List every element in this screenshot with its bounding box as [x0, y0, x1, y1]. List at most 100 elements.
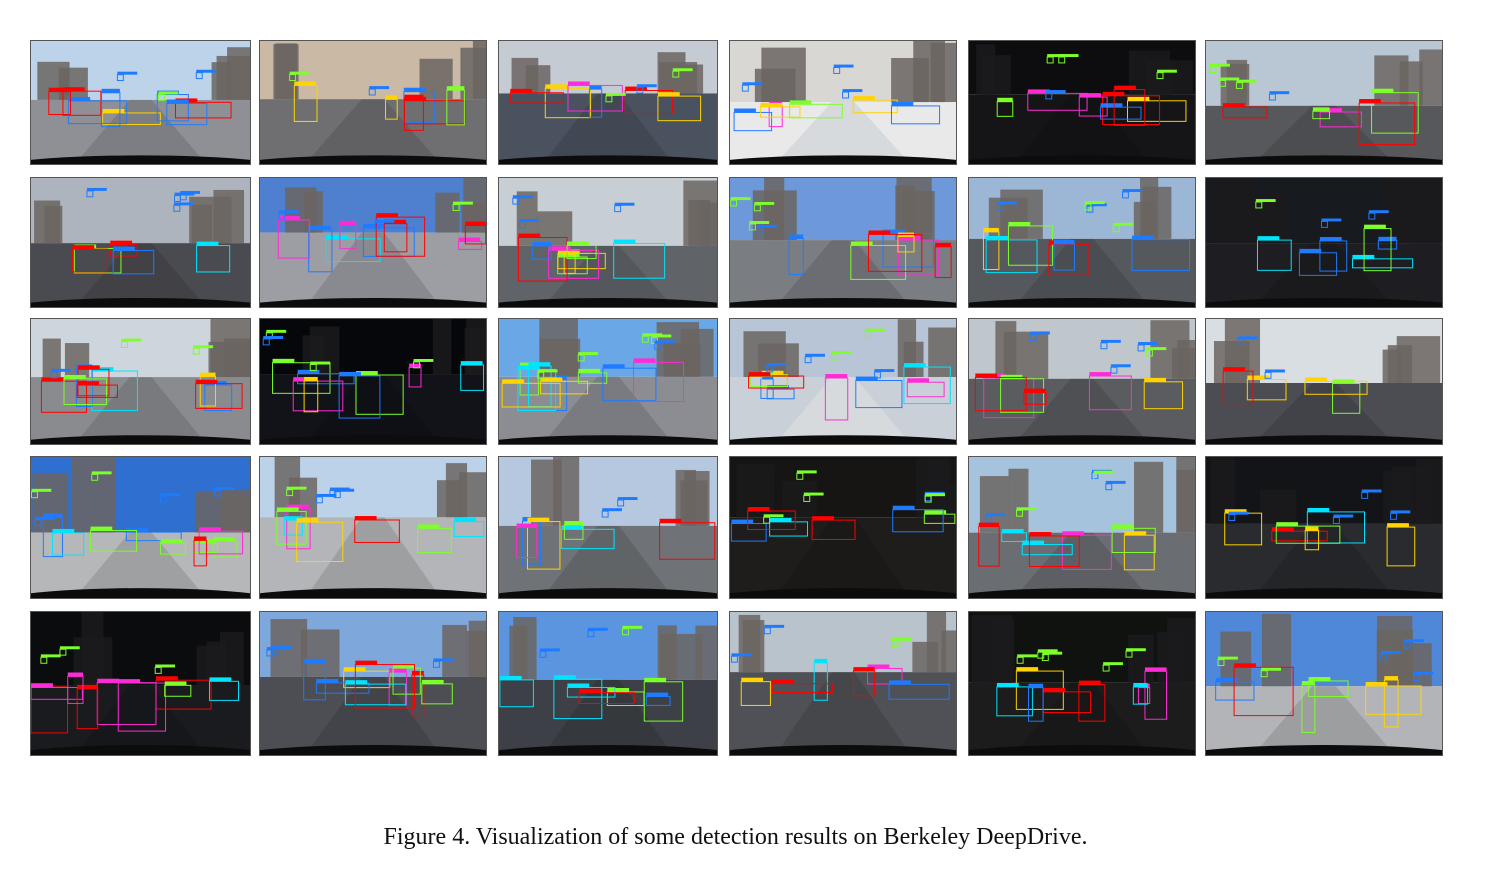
detection-label — [1320, 108, 1342, 113]
detection-label — [1144, 667, 1167, 672]
sign-label — [1100, 339, 1121, 343]
detection-label — [43, 513, 63, 518]
detection-label — [625, 86, 648, 91]
detection-label — [868, 230, 891, 235]
road — [969, 532, 1195, 598]
building — [192, 204, 212, 244]
building — [1393, 643, 1432, 687]
detection-label — [62, 87, 85, 92]
detection-label — [1247, 375, 1270, 380]
building — [432, 319, 452, 375]
detection-label — [1215, 677, 1238, 682]
detection-box — [1007, 225, 1053, 266]
detection-thumbnail — [30, 456, 251, 599]
detection-label — [613, 239, 636, 244]
street-scene-image — [31, 178, 250, 307]
detection-label — [72, 245, 95, 250]
building — [659, 633, 703, 680]
detection-label — [891, 101, 914, 106]
sign-label — [1126, 648, 1146, 652]
detection-label — [160, 539, 183, 544]
figure-caption: Figure 4. Visualization of some detectio… — [383, 824, 1088, 850]
sign-label — [749, 221, 770, 224]
detection-label — [90, 526, 113, 531]
detection-thumbnail — [30, 611, 251, 756]
sign-box — [1235, 82, 1243, 90]
sign-box — [1403, 641, 1411, 649]
sign-box — [309, 364, 317, 371]
sign-label — [578, 352, 599, 356]
detection-label — [77, 365, 100, 370]
sign-label — [512, 195, 533, 199]
lane — [74, 532, 207, 598]
lane — [1014, 682, 1150, 755]
building — [210, 319, 250, 378]
lane — [542, 93, 674, 164]
building — [300, 629, 340, 677]
sign-box — [1084, 203, 1092, 211]
road — [499, 93, 717, 164]
street-scene-image — [969, 178, 1195, 307]
lane — [542, 525, 674, 598]
detection-label — [898, 236, 921, 241]
detection-label — [557, 253, 580, 257]
detection-box — [563, 524, 584, 540]
street-scene-image — [1206, 178, 1442, 307]
detection-label — [502, 379, 524, 384]
sign-label — [1237, 336, 1258, 340]
sign-box — [1041, 654, 1049, 662]
sign-label — [1265, 369, 1285, 373]
detection-label — [602, 364, 625, 369]
detection-label — [1028, 683, 1044, 688]
sign-label — [622, 625, 643, 629]
detection-box — [1131, 239, 1190, 271]
sign-box — [1264, 371, 1272, 379]
lane — [74, 99, 207, 164]
car-hood — [499, 588, 717, 598]
sign-label — [892, 637, 913, 641]
detection-thumbnail — [498, 177, 718, 308]
road — [969, 682, 1195, 755]
building — [1155, 60, 1193, 95]
detection-box — [392, 667, 421, 695]
lane — [305, 374, 441, 444]
car-hood — [1206, 435, 1442, 444]
building — [71, 457, 116, 533]
building — [466, 319, 486, 375]
building — [891, 58, 929, 103]
detection-box — [195, 383, 243, 409]
detection-box — [516, 526, 538, 559]
detection-label — [997, 97, 1013, 102]
building — [435, 192, 460, 233]
sign-label — [1103, 662, 1123, 666]
detection-thumbnail — [729, 177, 957, 308]
detection-label — [1000, 374, 1023, 379]
detection-box — [613, 242, 666, 279]
detection-label — [446, 86, 465, 91]
sign-label — [1042, 651, 1063, 655]
car-hood — [260, 744, 486, 755]
detection-label — [48, 87, 71, 92]
detection-label — [1312, 107, 1330, 112]
detection-thumbnail — [498, 456, 718, 599]
car-hood — [260, 435, 486, 444]
street-scene-image — [499, 319, 717, 444]
road — [1206, 523, 1442, 598]
car-hood — [730, 744, 956, 755]
building — [73, 637, 113, 686]
detection-label — [1384, 676, 1399, 681]
detection-box — [499, 679, 534, 708]
detection-box — [1358, 102, 1416, 146]
detection-label — [883, 229, 905, 234]
detection-label — [499, 675, 522, 680]
detection-label — [304, 376, 318, 381]
detection-label — [517, 365, 540, 370]
detection-thumbnail — [1205, 611, 1443, 756]
detection-label — [555, 375, 567, 380]
detection-label — [113, 246, 135, 251]
detection-label — [516, 523, 537, 528]
building — [941, 630, 956, 673]
detection-label — [935, 242, 952, 247]
detection-box — [892, 509, 944, 533]
sign-box — [1218, 79, 1226, 87]
